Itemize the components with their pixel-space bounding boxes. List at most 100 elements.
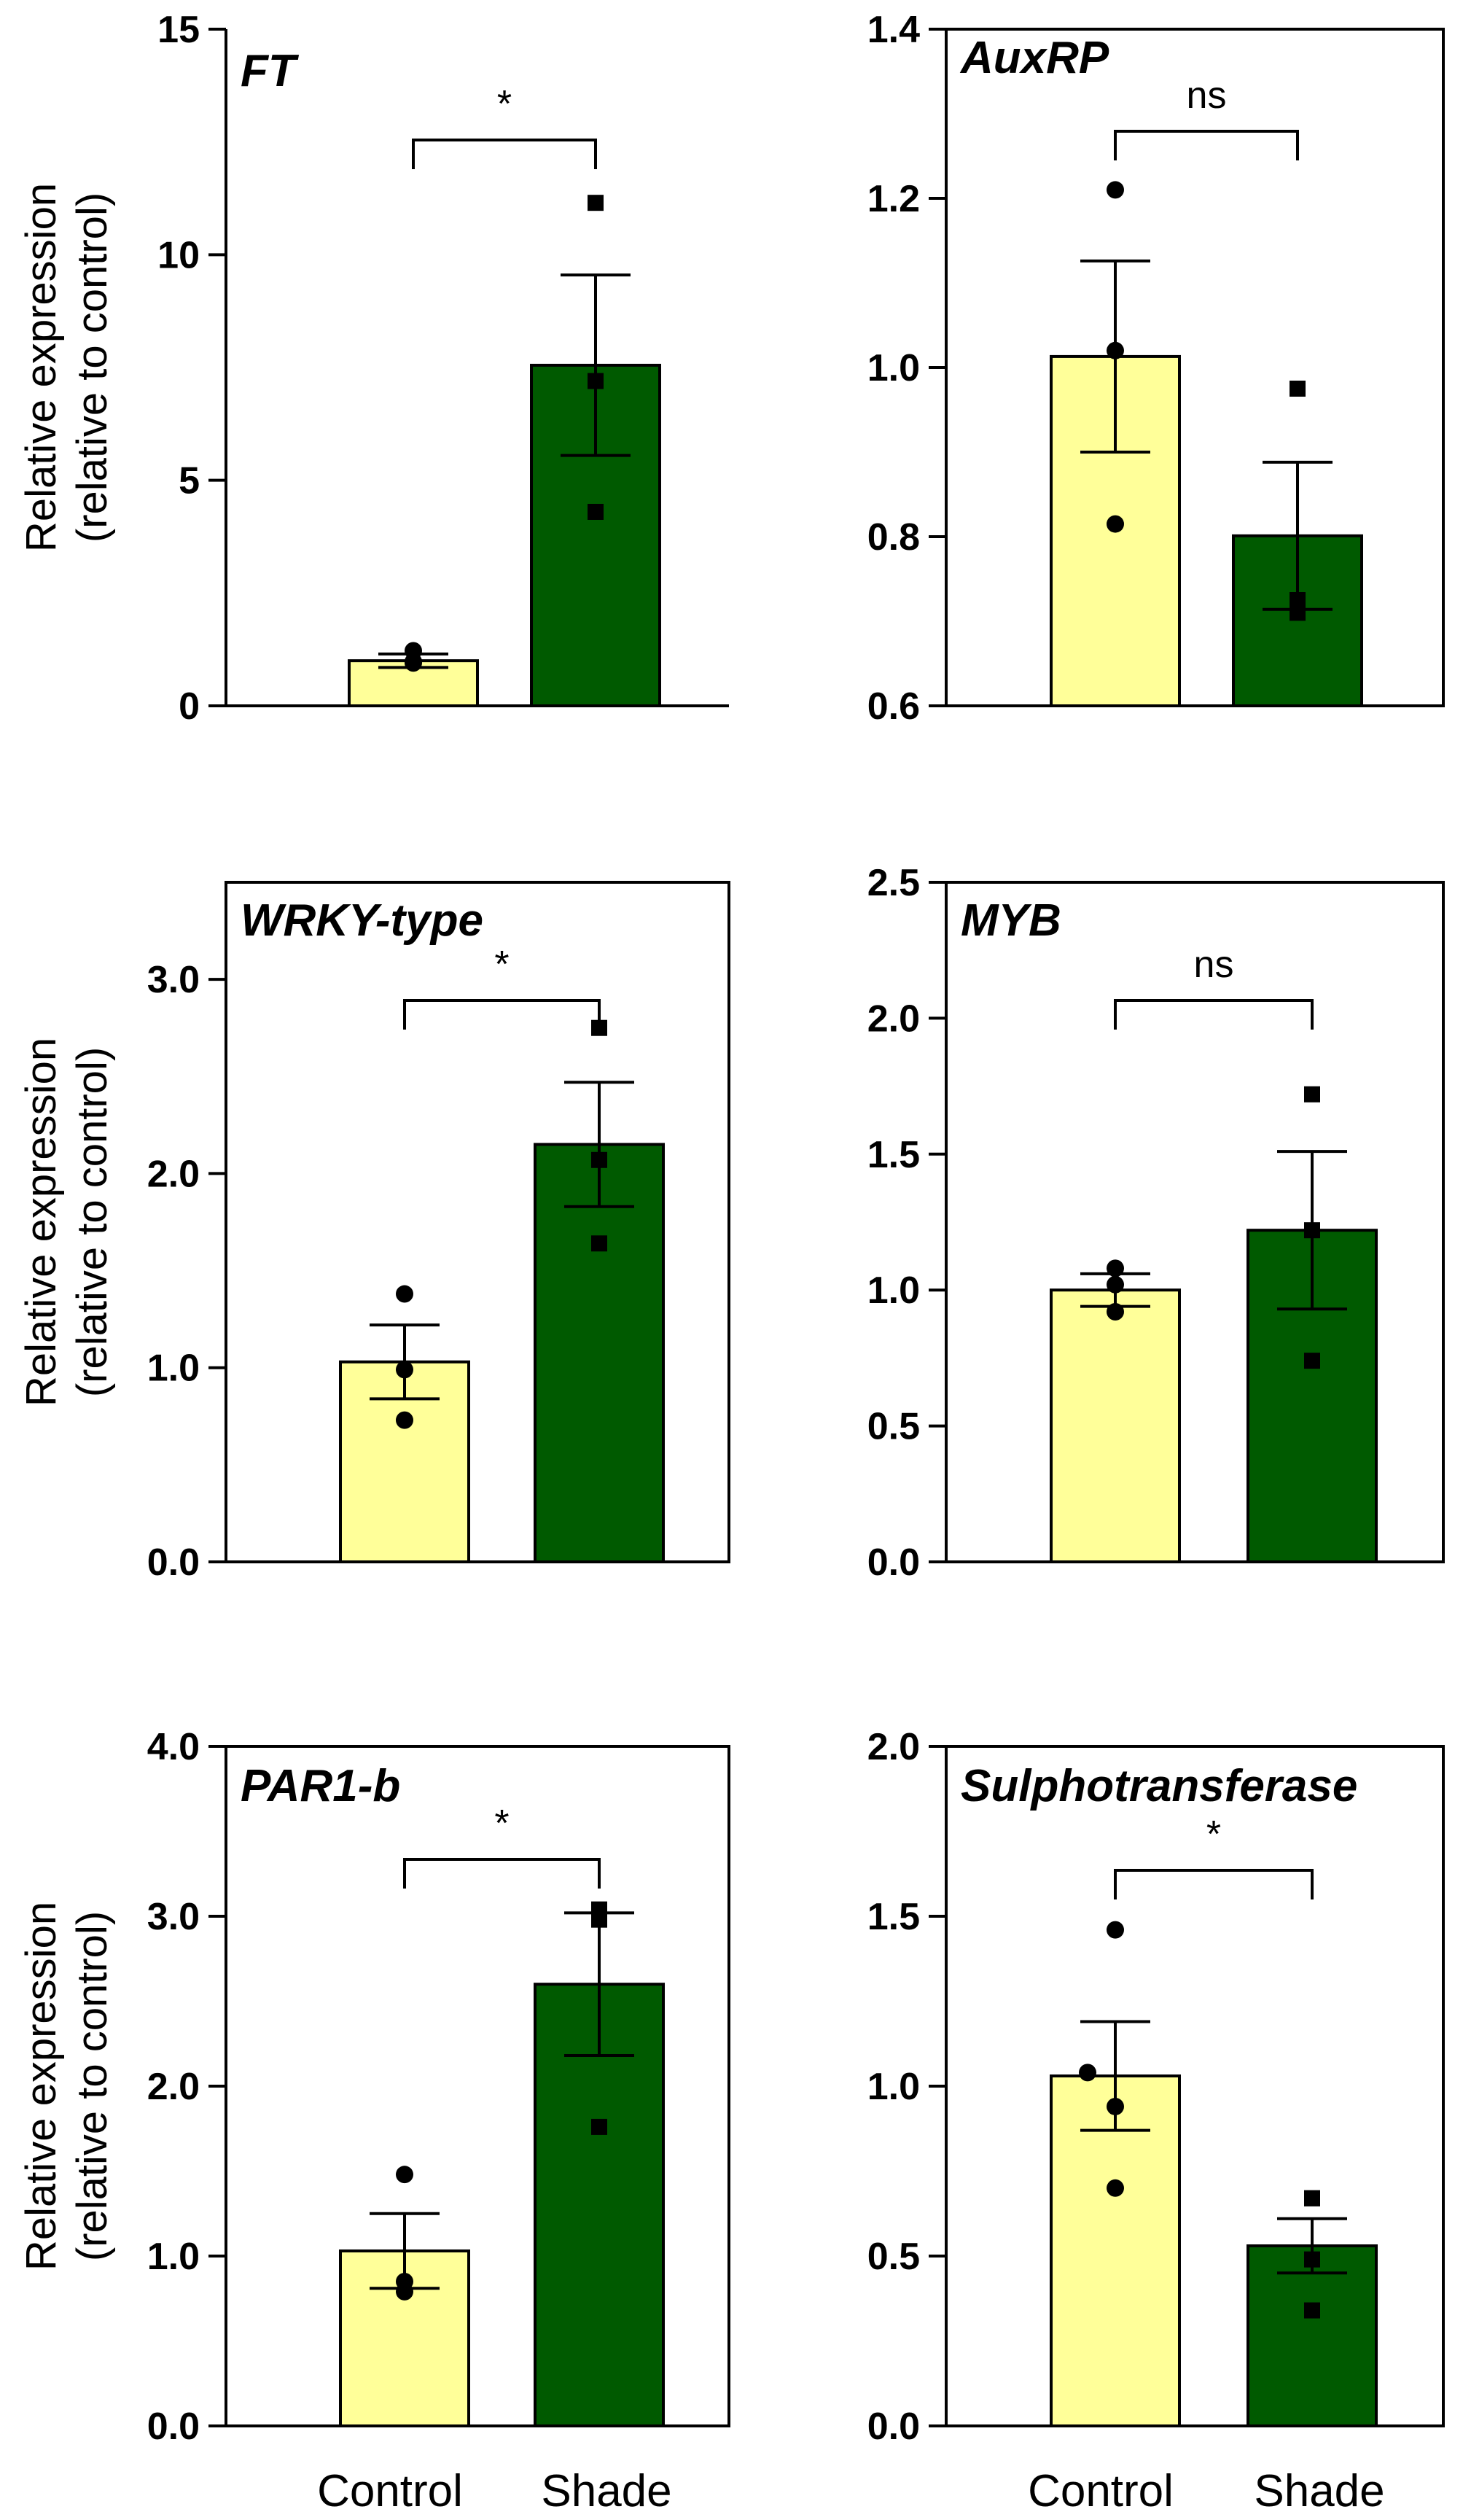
y-axis-label: Relative expression (relative to control) xyxy=(17,1038,116,1407)
y-tick-label: 2.0 xyxy=(867,1726,920,1768)
data-point-shade xyxy=(591,1911,607,1928)
chart-panel-par1-b: 0.0 1.0 2.0 3.0 4.0 * PAR1-b Relative expressio… xyxy=(17,1726,730,2516)
significance-label: * xyxy=(497,83,512,125)
data-point-shade xyxy=(1290,592,1306,608)
significance-bracket: * xyxy=(403,944,601,1030)
plot-frame xyxy=(225,881,730,1563)
chart-panel-sulphotransferase: 0.0 0.5 1.0 1.5 2.0 *Sulphotransferase Control… xyxy=(867,1726,1445,2516)
data-point-control xyxy=(396,2166,413,2184)
data-point-control xyxy=(1107,2097,1124,2115)
data-point-control xyxy=(1079,2064,1096,2082)
data-point-shade xyxy=(1304,1353,1320,1369)
chart-panel-myb: 0.0 0.5 1.0 1.5 2.0 2.5 ns MYB xyxy=(867,862,1445,1584)
y-tick-label: 1.0 xyxy=(147,2236,200,2278)
data-point-control xyxy=(396,1411,413,1429)
bracket-line xyxy=(403,999,601,1030)
data-point-shade xyxy=(591,2118,607,2135)
data-point-control xyxy=(1107,515,1124,533)
y-axis-label-line1: Relative expression xyxy=(17,183,65,552)
y-tick-label: 1.0 xyxy=(867,1269,920,1312)
data-point-control xyxy=(1107,1275,1124,1294)
error-bar-shade xyxy=(564,1081,634,1208)
y-tick-label: 0.5 xyxy=(867,2236,920,2278)
bracket-line xyxy=(1114,130,1299,160)
y-tick-label: 2.5 xyxy=(867,862,920,904)
y-tick-label: 1.0 xyxy=(147,1348,200,1390)
x-category-label-shade: Shade xyxy=(541,2466,671,2516)
data-point-control xyxy=(1107,1303,1124,1321)
y-tick-label: 0.6 xyxy=(867,685,920,728)
y-tick-label: 0.0 xyxy=(867,1541,920,1584)
data-point-control xyxy=(1107,1921,1124,1939)
y-axis-label-line1: Relative expression xyxy=(17,1038,65,1407)
significance-bracket: * xyxy=(403,1802,601,1889)
y-tick-label: 1.0 xyxy=(867,347,920,389)
error-bar-shade xyxy=(561,273,631,457)
y-tick-label: 0.0 xyxy=(147,1541,200,1584)
significance-bracket: ns xyxy=(1114,74,1299,160)
data-point-shade xyxy=(1290,604,1306,621)
significance-bracket: ns xyxy=(1114,944,1314,1030)
data-point-shade xyxy=(588,503,604,520)
y-tick-label: 0.8 xyxy=(867,516,920,559)
chart-title: PAR1-b xyxy=(241,1761,400,1811)
chart-panel-ft: 0 5 10 15 * FT Relative expression (relative to… xyxy=(17,9,729,728)
data-point-control xyxy=(405,653,422,671)
data-point-control xyxy=(1107,1259,1124,1278)
y-axis-label-line1: Relative expression xyxy=(17,1902,65,2271)
significance-label: * xyxy=(1206,1813,1221,1856)
y-tick-label: 10 xyxy=(157,234,200,276)
chart-title: WRKY-type xyxy=(241,895,483,946)
y-tick-label: 5 xyxy=(179,460,200,502)
y-tick-label: 2.0 xyxy=(867,998,920,1040)
data-point-shade xyxy=(1304,1086,1320,1102)
y-tick-label: 3.0 xyxy=(147,959,200,1001)
bar-control xyxy=(1050,2074,1181,2428)
data-point-control xyxy=(1107,2179,1124,2197)
data-point-shade xyxy=(1304,2302,1320,2319)
bar-control xyxy=(1050,1288,1181,1563)
data-point-shade xyxy=(1304,2251,1320,2268)
data-point-shade xyxy=(1304,1222,1320,1239)
y-axis-label-line2: (relative to control) xyxy=(69,192,116,542)
data-point-control xyxy=(1107,181,1124,199)
chart-title: AuxRP xyxy=(959,33,1109,83)
bracket-line xyxy=(403,1858,601,1889)
y-tick-label: 1.5 xyxy=(867,1896,920,1938)
significance-bracket: * xyxy=(412,83,597,169)
data-point-shade xyxy=(1304,2190,1320,2206)
y-tick-label: 15 xyxy=(157,9,200,51)
y-axis-label: Relative expression (relative to control) xyxy=(17,1902,116,2271)
chart-panel-auxrp: 0.6 0.8 1.0 1.2 1.4 ns AuxRP xyxy=(867,9,1445,728)
y-tick-label: 3.0 xyxy=(147,1896,200,1938)
y-tick-label: 2.0 xyxy=(147,2066,200,2108)
chart-title: Sulphotransferase xyxy=(961,1761,1357,1811)
significance-label: * xyxy=(494,1802,509,1845)
data-point-shade xyxy=(591,1235,607,1252)
data-point-shade xyxy=(588,195,604,211)
data-point-control xyxy=(396,2282,413,2301)
y-tick-label: 1.4 xyxy=(867,9,920,51)
y-tick-label: 0.0 xyxy=(147,2406,200,2448)
plot-frame xyxy=(945,881,1445,1563)
significance-label: * xyxy=(494,944,509,986)
y-tick-label: 1.0 xyxy=(867,2066,920,2108)
data-point-shade xyxy=(1290,381,1306,397)
bar-control xyxy=(339,1360,470,1563)
bracket-line xyxy=(1114,1869,1314,1899)
y-axis-label-line2: (relative to control) xyxy=(69,1047,116,1397)
bar-shade xyxy=(1247,2244,1378,2428)
chart-title: FT xyxy=(241,46,300,96)
significance-bracket: * xyxy=(1114,1813,1314,1899)
data-point-control xyxy=(396,1285,413,1303)
data-point-control xyxy=(1107,341,1124,359)
y-tick-label: 0.0 xyxy=(867,2406,920,2448)
y-tick-label: 2.0 xyxy=(147,1153,200,1195)
y-tick-label: 1.2 xyxy=(867,178,920,220)
y-tick-label: 0.5 xyxy=(867,1406,920,1448)
bracket-line xyxy=(412,139,597,169)
y-tick-label: 0 xyxy=(179,685,200,728)
bar-shade xyxy=(1232,534,1363,708)
y-tick-label: 1.5 xyxy=(867,1134,920,1176)
